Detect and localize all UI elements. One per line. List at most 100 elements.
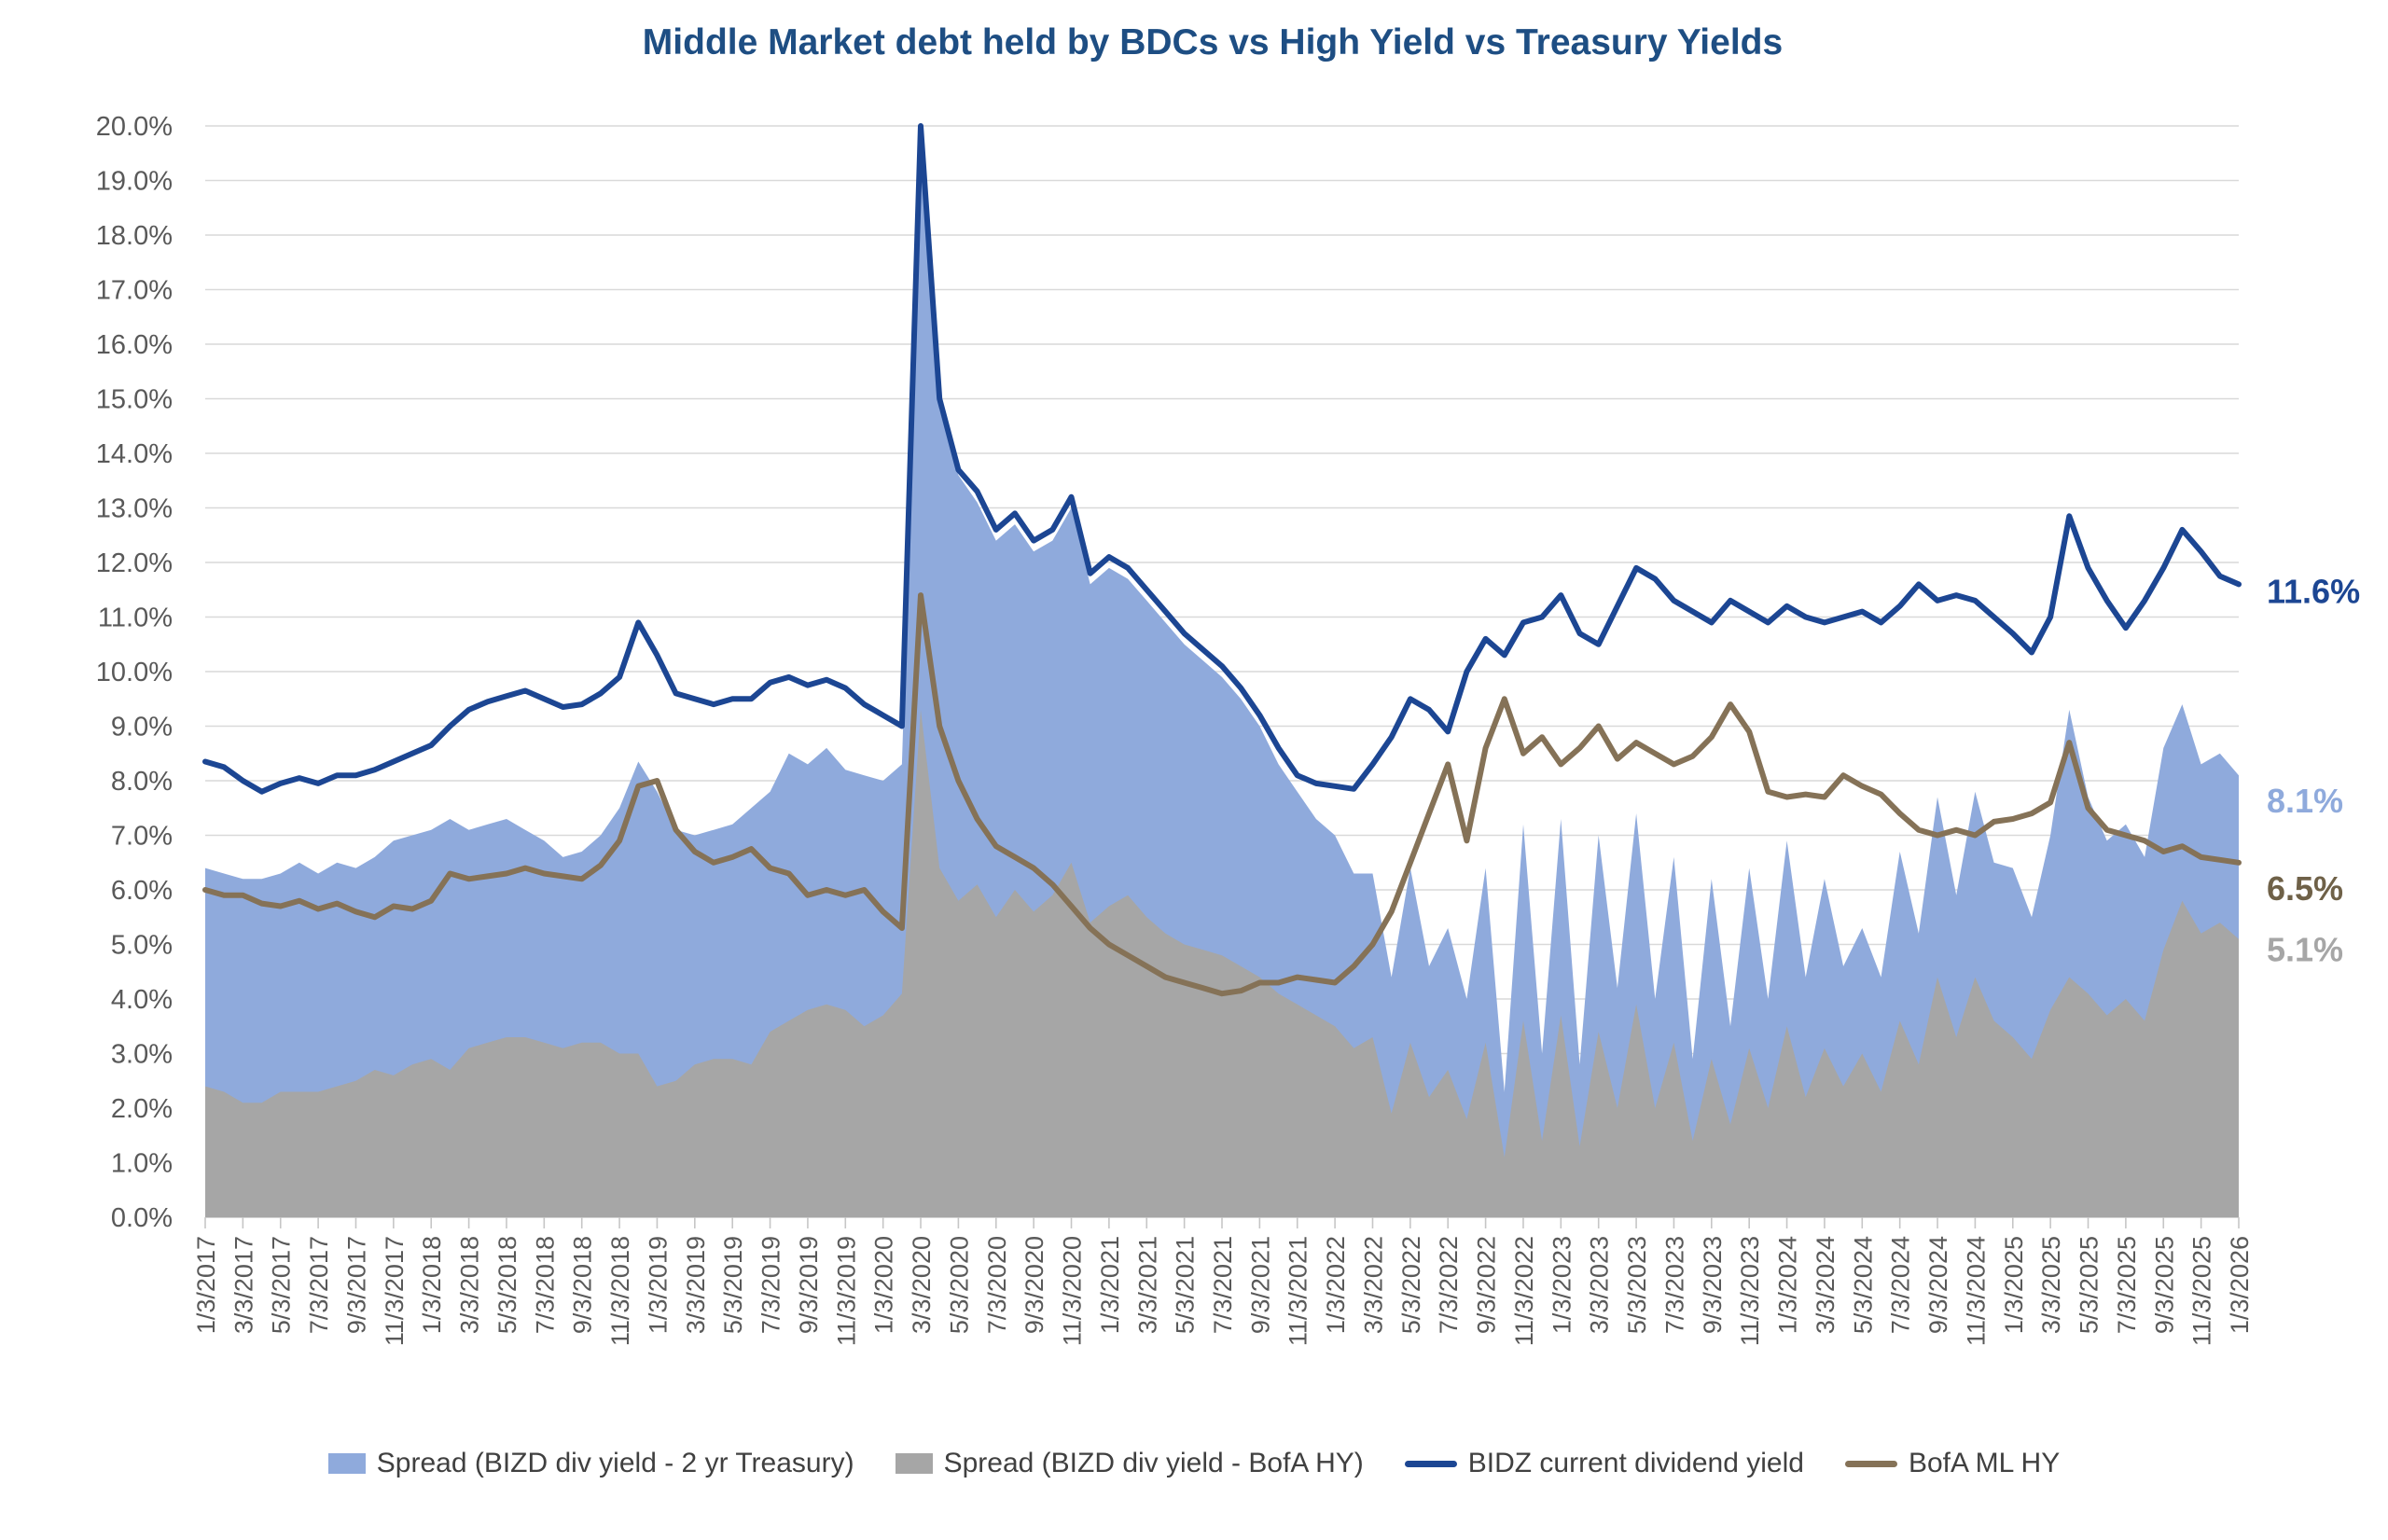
x-axis-tick-label: 1/3/2026 — [2226, 1236, 2254, 1334]
x-axis-tick-label: 9/3/2020 — [1020, 1236, 1048, 1334]
x-axis-tick-label: 5/3/2025 — [2076, 1236, 2103, 1334]
x-axis-tick-label: 3/3/2022 — [1359, 1236, 1387, 1334]
y-axis-tick-label: 7.0% — [111, 822, 173, 852]
y-axis-tick-label: 3.0% — [111, 1040, 173, 1070]
x-axis-tick-label: 3/3/2023 — [1586, 1236, 1614, 1334]
x-axis-tick-label: 7/3/2025 — [2113, 1236, 2141, 1334]
x-axis-tick-label: 11/3/2017 — [381, 1236, 409, 1346]
x-axis-tick-label: 1/3/2020 — [870, 1236, 898, 1334]
y-axis-tick-label: 1.0% — [111, 1149, 173, 1179]
x-axis-tick-label: 7/3/2017 — [305, 1236, 333, 1334]
x-axis-tick-label: 7/3/2023 — [1660, 1236, 1688, 1334]
series-area-spread-bizd-div-yield-bofa-hy — [205, 709, 2239, 1217]
x-axis-tick-label: 9/3/2021 — [1246, 1236, 1274, 1334]
x-axis-tick-label: 9/3/2018 — [569, 1236, 597, 1334]
x-axis-tick-label: 5/3/2020 — [945, 1236, 973, 1334]
y-axis-tick-label: 8.0% — [111, 767, 173, 797]
x-axis-tick-label: 11/3/2021 — [1284, 1236, 1312, 1346]
end-label-bidz: 11.6% — [2267, 572, 2360, 610]
x-axis-tick-label: 7/3/2021 — [1209, 1236, 1237, 1334]
chart-legend: Spread (BIZD div yield - 2 yr Treasury) … — [0, 1448, 2388, 1479]
x-axis-tick-label: 5/3/2022 — [1397, 1236, 1425, 1334]
x-axis-tick-label: 9/3/2025 — [2150, 1236, 2178, 1334]
x-axis-tick-label: 7/3/2024 — [1887, 1236, 1915, 1334]
series-area-spread-bizd-div-yield-2-yr-treasury — [205, 159, 2239, 1218]
y-axis-tick-label: 15.0% — [96, 385, 173, 415]
chart-title: Middle Market debt held by BDCs vs High … — [642, 22, 1784, 62]
x-axis-tick-label: 5/3/2024 — [1849, 1236, 1877, 1334]
x-axis-tick-label: 5/3/2019 — [719, 1236, 747, 1334]
end-label-bofa: 6.5% — [2267, 869, 2343, 908]
x-axis-tick-label: 11/3/2025 — [2188, 1236, 2216, 1346]
legend-item-spread-treasury: Spread (BIZD div yield - 2 yr Treasury) — [327, 1448, 854, 1479]
legend-item-spread-hy: Spread (BIZD div yield - BofA HY) — [895, 1448, 1364, 1479]
x-axis-tick-label: 1/3/2023 — [1548, 1236, 1576, 1334]
x-axis-tick-label: 7/3/2022 — [1435, 1236, 1463, 1334]
y-axis-tick-label: 14.0% — [96, 439, 173, 469]
legend-swatch-spread-treasury — [327, 1453, 366, 1474]
legend-item-bofa: BofA ML HY — [1844, 1448, 2061, 1479]
x-axis-tick-label: 1/3/2018 — [418, 1236, 446, 1334]
y-axis-tick-label: 4.0% — [111, 985, 173, 1015]
end-label-spread_hy: 5.1% — [2267, 931, 2343, 969]
x-axis-tick-label: 5/3/2021 — [1172, 1236, 1200, 1334]
x-axis-tick-label: 9/3/2019 — [795, 1236, 823, 1334]
x-axis-tick-label: 9/3/2023 — [1699, 1236, 1727, 1334]
x-axis-tick-label: 1/3/2019 — [644, 1236, 672, 1334]
y-axis-tick-label: 9.0% — [111, 713, 173, 742]
end-label-spread_treasury: 8.1% — [2267, 782, 2343, 820]
legend-swatch-bidz — [1404, 1460, 1457, 1467]
y-axis-tick-label: 10.0% — [96, 658, 173, 687]
x-axis-tick-label: 11/3/2020 — [1059, 1236, 1087, 1346]
x-axis-tick-label: 3/3/2024 — [1812, 1236, 1840, 1334]
x-axis-tick-label: 1/3/2021 — [1096, 1236, 1124, 1334]
legend-label-spread-treasury: Spread (BIZD div yield - 2 yr Treasury) — [376, 1448, 854, 1478]
series-line-bidz-current-dividend-yield — [202, 123, 2242, 795]
legend-label-bofa: BofA ML HY — [1908, 1448, 2061, 1478]
x-axis-tick-label: 3/3/2025 — [2037, 1236, 2065, 1334]
x-axis-tick-label: 3/3/2018 — [456, 1236, 484, 1334]
x-axis-tick-label: 11/3/2019 — [832, 1236, 860, 1346]
x-axis-tick-label: 7/3/2020 — [983, 1236, 1011, 1334]
x-axis-tick-label: 7/3/2018 — [531, 1236, 559, 1334]
y-axis-tick-label: 2.0% — [111, 1094, 173, 1124]
x-axis-tick-label: 5/3/2018 — [493, 1236, 521, 1334]
x-axis-tick-label: 11/3/2023 — [1736, 1236, 1764, 1346]
x-axis-tick-label: 3/3/2019 — [682, 1236, 710, 1334]
x-axis-tick-label: 9/3/2017 — [342, 1236, 370, 1334]
x-axis-tick-label: 3/3/2021 — [1133, 1236, 1161, 1334]
x-axis-tick-label: 5/3/2023 — [1623, 1236, 1651, 1334]
y-axis-tick-label: 6.0% — [111, 876, 173, 906]
x-axis-tick-label: 1/3/2017 — [192, 1236, 220, 1334]
y-axis-tick-label: 5.0% — [111, 931, 173, 961]
y-axis-tick-label: 12.0% — [96, 548, 173, 578]
x-axis-tick-label: 7/3/2019 — [757, 1236, 785, 1334]
y-axis-tick-label: 17.0% — [96, 276, 173, 306]
legend-item-bidz: BIDZ current dividend yield — [1404, 1448, 1804, 1479]
legend-swatch-spread-hy — [895, 1453, 933, 1474]
x-axis-tick-label: 3/3/2017 — [229, 1236, 257, 1334]
x-axis-tick-label: 9/3/2022 — [1473, 1236, 1501, 1334]
y-axis-tick-label: 20.0% — [96, 112, 173, 142]
x-axis-tick-label: 1/3/2024 — [1774, 1236, 1802, 1334]
y-axis-tick-label: 13.0% — [96, 494, 173, 524]
x-axis-tick-label: 9/3/2024 — [1924, 1236, 1952, 1334]
x-axis-tick-label: 1/3/2025 — [2000, 1236, 2028, 1334]
y-axis-tick-label: 11.0% — [98, 604, 173, 633]
y-axis-tick-label: 18.0% — [96, 221, 173, 251]
x-axis-tick-label: 11/3/2022 — [1510, 1236, 1538, 1346]
y-axis-tick-label: 0.0% — [111, 1203, 173, 1233]
x-axis-tick-label: 5/3/2017 — [268, 1236, 296, 1334]
x-axis-tick-label: 11/3/2018 — [606, 1236, 634, 1346]
legend-swatch-bofa — [1844, 1460, 1897, 1467]
x-axis-tick-label: 3/3/2020 — [908, 1236, 936, 1334]
x-axis-tick-label: 1/3/2022 — [1322, 1236, 1350, 1334]
legend-label-bidz: BIDZ current dividend yield — [1467, 1448, 1804, 1478]
series-line-bofa-ml-hy — [202, 592, 2242, 997]
legend-label-spread-hy: Spread (BIZD div yield - BofA HY) — [943, 1448, 1364, 1478]
y-axis-tick-label: 19.0% — [96, 167, 173, 197]
y-axis-tick-label: 16.0% — [96, 330, 173, 360]
x-axis-tick-label: 11/3/2024 — [1962, 1236, 1990, 1346]
